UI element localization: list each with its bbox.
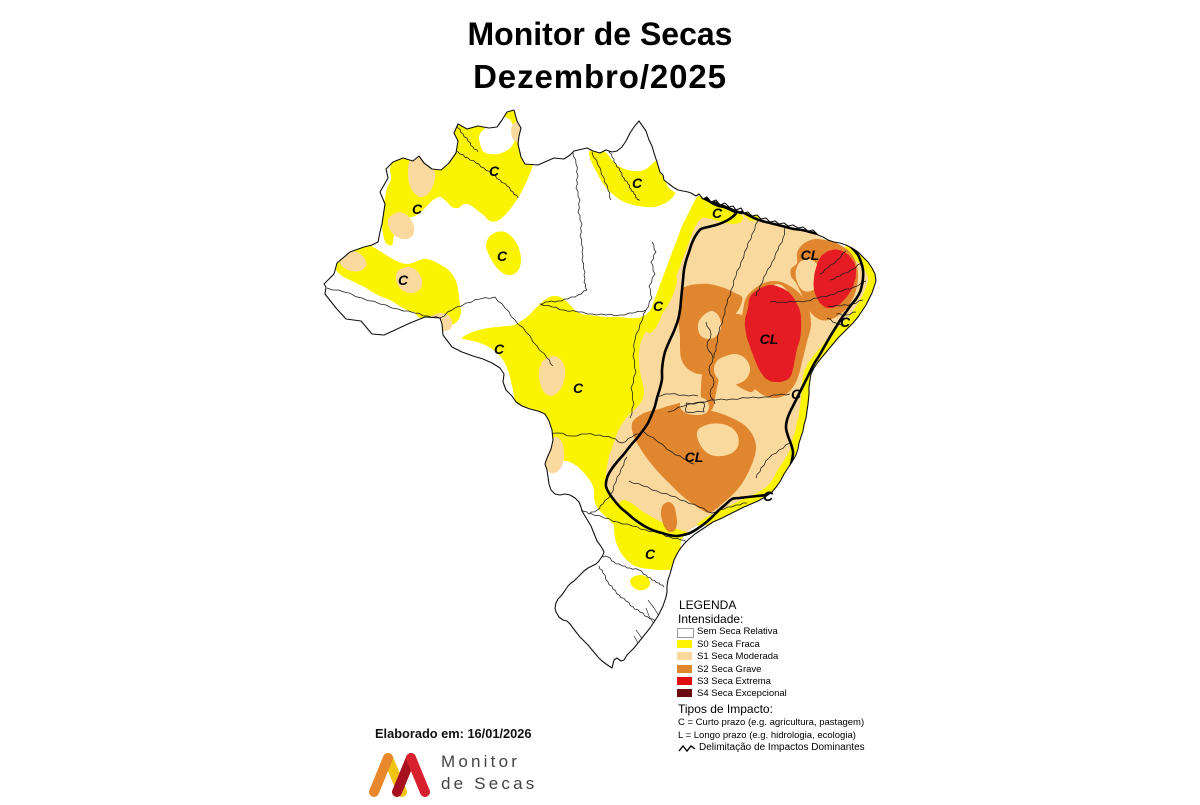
- svg-text:C: C: [398, 272, 409, 288]
- svg-text:C: C: [653, 298, 664, 314]
- svg-text:C: C: [494, 341, 505, 357]
- svg-text:C: C: [489, 163, 500, 179]
- svg-text:C: C: [763, 488, 774, 504]
- svg-text:C: C: [573, 380, 584, 396]
- svg-text:C: C: [632, 175, 643, 191]
- svg-text:CL: CL: [685, 449, 704, 465]
- svg-text:C: C: [791, 386, 802, 402]
- svg-text:C: C: [412, 201, 423, 217]
- svg-text:C: C: [645, 546, 656, 562]
- svg-text:CL: CL: [801, 247, 820, 263]
- svg-text:C: C: [712, 205, 723, 221]
- svg-text:C: C: [497, 248, 508, 264]
- svg-text:CL: CL: [760, 331, 779, 347]
- svg-text:C: C: [840, 314, 851, 330]
